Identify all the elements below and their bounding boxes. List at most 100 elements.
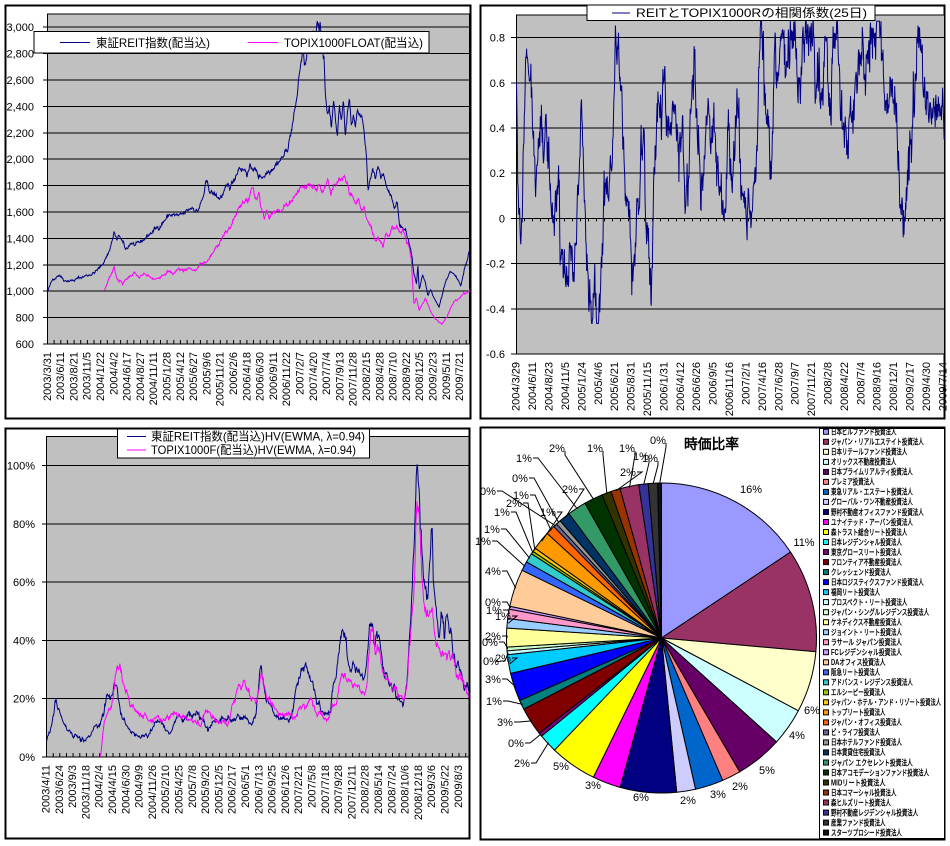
svg-text:16%: 16%	[740, 484, 762, 496]
svg-text:2008/12/18: 2008/12/18	[413, 765, 425, 820]
svg-text:2005/11/15: 2005/11/15	[642, 362, 654, 416]
svg-text:0: 0	[499, 213, 505, 225]
svg-text:2007/4/20: 2007/4/20	[308, 352, 320, 401]
svg-text:40%: 40%	[13, 636, 35, 648]
svg-text:0%: 0%	[512, 473, 528, 485]
svg-text:2006/9/25: 2006/9/25	[267, 765, 279, 814]
svg-text:5%: 5%	[759, 765, 775, 777]
svg-text:2005/1/28: 2005/1/28	[162, 352, 174, 401]
svg-text:ジャパン・ホテル・アンド・リゾート投資法人: ジャパン・ホテル・アンド・リゾート投資法人	[831, 697, 942, 707]
svg-text:2%: 2%	[495, 653, 511, 665]
svg-text:2008/12/5: 2008/12/5	[414, 352, 426, 401]
svg-text:2008/2/15: 2008/2/15	[361, 352, 373, 401]
svg-text:2007/9/7: 2007/9/7	[790, 362, 802, 405]
svg-text:2006/7/13: 2006/7/13	[253, 765, 265, 814]
svg-text:フロンティア不動産投資法人: フロンティア不動産投資法人	[831, 557, 903, 567]
svg-text:0.6: 0.6	[490, 78, 505, 90]
svg-text:2004/1/22: 2004/1/22	[95, 352, 107, 401]
svg-text:2008/9/22: 2008/9/22	[401, 352, 413, 401]
svg-text:1%: 1%	[495, 611, 511, 623]
svg-text:スターツプロシード投資法人: スターツプロシード投資法人	[831, 827, 903, 837]
svg-text:2005/8/31: 2005/8/31	[626, 362, 638, 411]
svg-text:3,000: 3,000	[6, 22, 34, 34]
svg-text:オリックス不動産投資法人: オリックス不動産投資法人	[831, 457, 897, 467]
svg-text:1,200: 1,200	[6, 260, 34, 272]
svg-text:2005/9/20: 2005/9/20	[200, 765, 212, 814]
svg-text:2007/11/28: 2007/11/28	[348, 352, 360, 406]
svg-text:2009/5/22: 2009/5/22	[440, 765, 452, 814]
svg-text:0.8: 0.8	[490, 33, 505, 45]
svg-text:2006/6/30: 2006/6/30	[255, 352, 267, 401]
svg-text:FCレジデンシャル投資法人: FCレジデンシャル投資法人	[831, 647, 903, 657]
svg-text:2005/4/12: 2005/4/12	[175, 352, 187, 401]
svg-text:時価比率: 時価比率	[684, 436, 739, 452]
svg-text:グローバル・ワン不動産投資法人: グローバル・ワン不動産投資法人	[831, 497, 913, 507]
svg-text:0%: 0%	[480, 486, 496, 498]
svg-text:0%: 0%	[482, 637, 498, 649]
svg-text:1%: 1%	[475, 536, 491, 548]
svg-text:80%: 80%	[13, 519, 35, 531]
svg-text:2008/7/24: 2008/7/24	[386, 765, 398, 814]
svg-text:2,200: 2,200	[6, 128, 34, 140]
svg-text:2008/12/1: 2008/12/1	[888, 362, 900, 411]
svg-text:ジャパン・リアルエステイト投資法人: ジャパン・リアルエステイト投資法人	[831, 437, 924, 447]
svg-text:6%: 6%	[633, 792, 649, 804]
svg-text:2005/4/25: 2005/4/25	[174, 765, 186, 814]
svg-text:2008/2/28: 2008/2/28	[360, 765, 372, 814]
svg-text:1%: 1%	[516, 453, 532, 465]
svg-text:2008/5/14: 2008/5/14	[373, 765, 385, 814]
svg-text:2006/11/22: 2006/11/22	[281, 352, 293, 406]
svg-text:1,600: 1,600	[6, 207, 34, 219]
svg-text:東急リアル・エステート投資法人: 東急リアル・エステート投資法人	[831, 487, 913, 497]
svg-text:2006/4/12: 2006/4/12	[675, 362, 687, 411]
svg-text:0%: 0%	[485, 597, 501, 609]
svg-text:100%: 100%	[7, 461, 35, 473]
svg-text:ジャパン・オフィス投資法人: ジャパン・オフィス投資法人	[831, 717, 903, 727]
svg-text:0.2: 0.2	[490, 168, 505, 180]
svg-text:2003/11/5: 2003/11/5	[82, 352, 94, 400]
svg-text:クレッシェンド投資法人: クレッシェンド投資法人	[831, 567, 892, 577]
svg-text:2003/6/11: 2003/6/11	[55, 352, 67, 400]
svg-text:2005/2/10: 2005/2/10	[160, 765, 172, 814]
svg-text:0%: 0%	[19, 752, 35, 764]
svg-text:2004/6/11: 2004/6/11	[527, 362, 539, 410]
svg-text:2004/3/29: 2004/3/29	[511, 362, 523, 411]
svg-text:2008/4/22: 2008/4/22	[839, 362, 851, 411]
svg-text:ジョイント・リート投資法人: ジョイント・リート投資法人	[831, 627, 903, 637]
svg-text:ジャパン・シングルレジデンス投資法人: ジャパン・シングルレジデンス投資法人	[831, 607, 930, 617]
svg-text:ケネディクス不動産投資法人: ケネディクス不動産投資法人	[831, 617, 903, 627]
svg-text:2009/4/30: 2009/4/30	[921, 362, 933, 411]
svg-text:2005/1/24: 2005/1/24	[576, 362, 588, 411]
svg-text:1%: 1%	[486, 696, 502, 708]
svg-text:産業ファンド投資法人: 産業ファンド投資法人	[831, 817, 886, 827]
svg-text:2006/12/6: 2006/12/6	[280, 765, 292, 814]
svg-text:6%: 6%	[804, 705, 820, 717]
svg-text:20%: 20%	[13, 694, 35, 706]
svg-text:2006/11/16: 2006/11/16	[724, 362, 736, 416]
svg-text:2007/9/28: 2007/9/28	[333, 765, 345, 814]
svg-text:2006/1/31: 2006/1/31	[658, 362, 670, 411]
svg-text:2003/3/31: 2003/3/31	[42, 352, 54, 401]
svg-text:1%: 1%	[540, 507, 556, 519]
svg-text:森ヒルズリート投資法人: 森ヒルズリート投資法人	[831, 797, 892, 807]
svg-text:1%: 1%	[633, 451, 649, 463]
svg-text:2003/8/21: 2003/8/21	[68, 352, 80, 401]
svg-text:2007/2/7: 2007/2/7	[295, 352, 307, 395]
svg-text:2005/6/21: 2005/6/21	[609, 362, 621, 411]
svg-text:11%: 11%	[793, 537, 814, 549]
svg-text:2007/7/4: 2007/7/4	[321, 352, 333, 395]
svg-text:2009/7/21: 2009/7/21	[454, 352, 466, 401]
svg-text:エルシーピー投資法人: エルシーピー投資法人	[831, 687, 886, 697]
svg-text:2004/6/30: 2004/6/30	[120, 765, 132, 814]
svg-text:TOPIX1000F(配当込)HV(EWMA, λ=0.94: TOPIX1000F(配当込)HV(EWMA, λ=0.94)	[151, 443, 356, 457]
svg-text:プレミア投資法人: プレミア投資法人	[831, 477, 875, 487]
svg-text:2009/7/14: 2009/7/14	[937, 362, 949, 411]
svg-text:2,800: 2,800	[6, 49, 34, 61]
svg-text:森トラスト総合リート投資法人: 森トラスト総合リート投資法人	[831, 527, 908, 537]
svg-text:2009/3/6: 2009/3/6	[426, 765, 438, 808]
svg-text:トップリート投資法人: トップリート投資法人	[831, 707, 886, 717]
svg-text:野村不動産オフィスファンド投資法人: 野村不動産オフィスファンド投資法人	[831, 507, 924, 517]
svg-text:800: 800	[16, 313, 34, 325]
svg-text:1%: 1%	[494, 507, 510, 519]
svg-text:東証REIT指数(配当込)HV(EWMA, λ=0.94): 東証REIT指数(配当込)HV(EWMA, λ=0.94)	[151, 429, 365, 444]
